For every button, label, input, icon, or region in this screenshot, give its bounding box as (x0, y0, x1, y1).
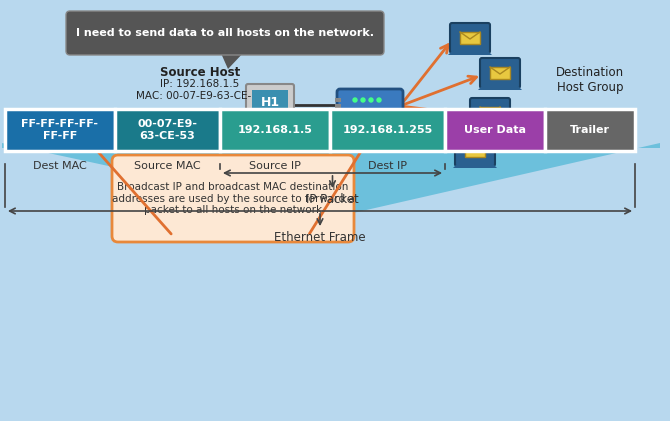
Circle shape (361, 98, 365, 102)
FancyBboxPatch shape (115, 109, 220, 151)
Text: 00-07-E9-
63-CE-53: 00-07-E9- 63-CE-53 (137, 119, 198, 141)
Circle shape (377, 98, 381, 102)
FancyBboxPatch shape (455, 136, 495, 166)
FancyBboxPatch shape (545, 109, 635, 151)
Text: 192.168.1.5: 192.168.1.5 (238, 125, 312, 135)
Text: H1: H1 (261, 96, 279, 109)
Circle shape (353, 98, 357, 102)
Polygon shape (220, 51, 245, 69)
Text: Source Host: Source Host (160, 66, 240, 79)
Polygon shape (254, 124, 286, 128)
FancyBboxPatch shape (252, 90, 288, 114)
FancyBboxPatch shape (445, 109, 545, 151)
FancyBboxPatch shape (450, 23, 490, 53)
FancyBboxPatch shape (112, 155, 354, 242)
Polygon shape (453, 164, 497, 168)
FancyBboxPatch shape (335, 104, 341, 108)
Text: Source MAC: Source MAC (134, 161, 201, 171)
Text: Trailer: Trailer (570, 125, 610, 135)
FancyBboxPatch shape (337, 89, 403, 121)
Text: MAC: 00-07-E9-63-CE-53: MAC: 00-07-E9-63-CE-53 (136, 91, 264, 101)
FancyBboxPatch shape (465, 145, 485, 157)
FancyBboxPatch shape (5, 109, 115, 151)
Text: 192.168.1.255: 192.168.1.255 (342, 125, 433, 135)
FancyBboxPatch shape (460, 32, 480, 44)
FancyBboxPatch shape (279, 113, 299, 135)
FancyBboxPatch shape (220, 109, 330, 151)
Text: Dest IP: Dest IP (368, 161, 407, 171)
Text: Dest MAC: Dest MAC (33, 161, 87, 171)
Text: User Data: User Data (464, 125, 526, 135)
FancyBboxPatch shape (66, 11, 384, 55)
FancyBboxPatch shape (246, 84, 294, 120)
FancyBboxPatch shape (335, 110, 341, 114)
Polygon shape (448, 51, 492, 55)
Polygon shape (2, 143, 660, 216)
FancyBboxPatch shape (480, 58, 520, 88)
Text: Source IP: Source IP (249, 161, 301, 171)
FancyBboxPatch shape (470, 98, 510, 128)
Text: I need to send data to all hosts on the network.: I need to send data to all hosts on the … (76, 28, 374, 38)
FancyBboxPatch shape (490, 67, 510, 79)
Text: Broadcast IP and broadcast MAC destination
addresses are used by the source to f: Broadcast IP and broadcast MAC destinati… (112, 182, 354, 215)
Polygon shape (478, 86, 522, 90)
Text: FF-FF-FF-FF-
FF-FF: FF-FF-FF-FF- FF-FF (21, 119, 98, 141)
Text: Destination
Host Group: Destination Host Group (556, 66, 624, 94)
Circle shape (369, 98, 373, 102)
FancyBboxPatch shape (480, 107, 500, 119)
Polygon shape (468, 126, 512, 130)
Text: Ethernet Frame: Ethernet Frame (274, 231, 366, 244)
Polygon shape (262, 118, 278, 124)
Text: IP Packet: IP Packet (306, 193, 359, 206)
FancyBboxPatch shape (330, 109, 445, 151)
Text: IP: 192.168.1.5: IP: 192.168.1.5 (160, 79, 240, 89)
FancyBboxPatch shape (335, 98, 341, 102)
